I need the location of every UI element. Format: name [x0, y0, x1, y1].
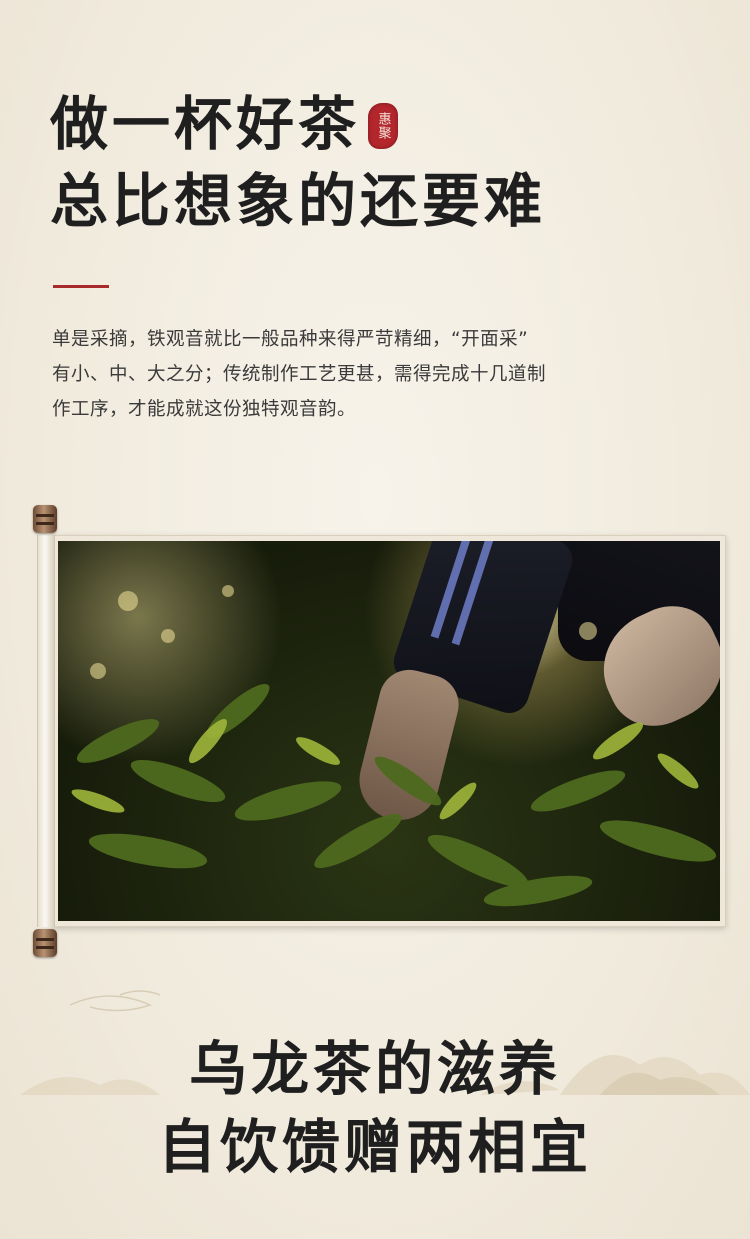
intro-line: 有小、中、大之分；传统制作工艺更甚，需得完成十几道制 [52, 364, 547, 385]
section-heading-line2: 自饮馈赠两相宜 [157, 1113, 592, 1181]
tea-leaves-illustration [71, 585, 717, 907]
mountain-decoration [20, 990, 750, 1095]
intro-line: 单是采摘，铁观音就比一般品种来得严苛精细，“开面采” [52, 329, 529, 350]
scroll-paper-roll [37, 535, 55, 927]
tea-picking-photo [58, 541, 720, 921]
scroll-frame [52, 535, 726, 927]
scroll-rod [33, 505, 57, 957]
section-heading-line1: 乌龙茶的滋养 [188, 1035, 561, 1103]
page-title-line2: 总比想象的还要难 [50, 167, 547, 235]
page-title-line1: 做一杯好茶 [50, 90, 361, 158]
scroll-cap-bottom [33, 929, 57, 957]
intro-line: 作工序，才能成就这份独特观音韵。 [52, 399, 357, 420]
brand-seal: 惠聚 [368, 103, 398, 149]
accent-divider [53, 285, 109, 288]
intro-paragraph: 单是采摘，铁观音就比一般品种来得严苛精细，“开面采” 有小、中、大之分；传统制作… [52, 322, 672, 427]
scroll-cap-top [33, 505, 57, 533]
